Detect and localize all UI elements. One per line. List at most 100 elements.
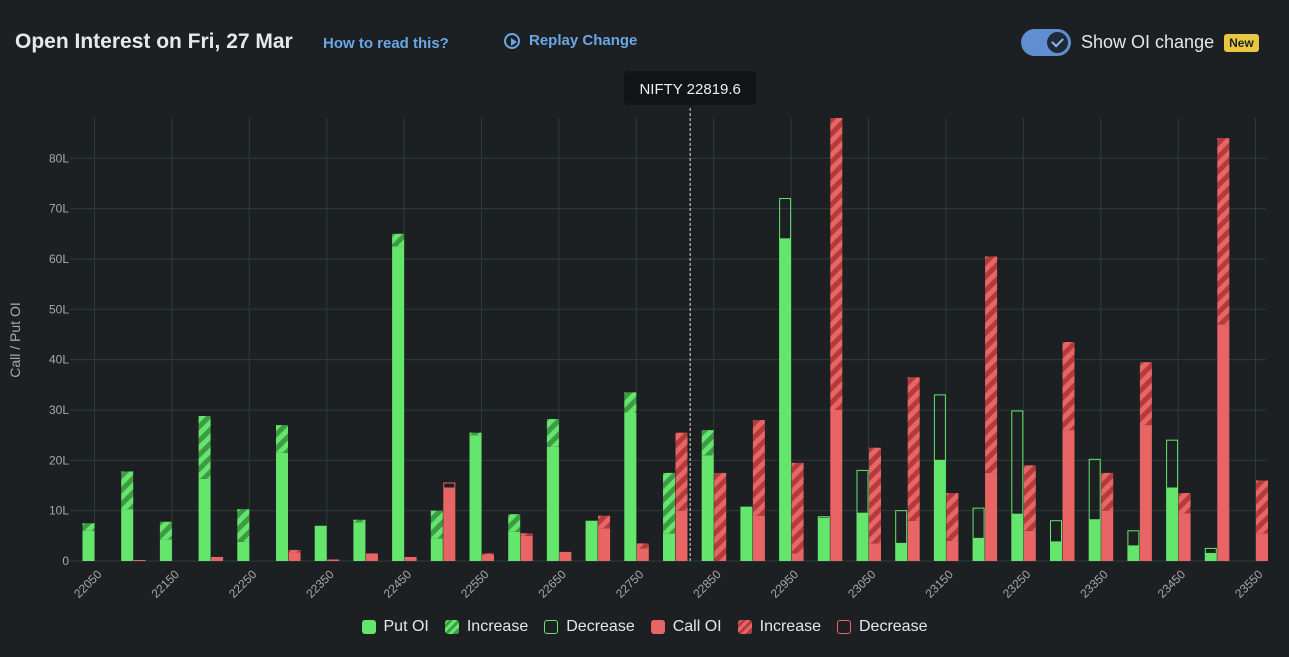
call-oi-increase-bar bbox=[1101, 472, 1114, 511]
call-oi-bar bbox=[482, 554, 494, 561]
put-oi-bar bbox=[159, 539, 172, 561]
legend-put-oi[interactable]: Put OI bbox=[361, 618, 429, 636]
call-oi-bar bbox=[559, 551, 572, 561]
chart-legend: Put OI Increase Decrease Call OI Increas… bbox=[0, 618, 1289, 636]
x-tick-label: 22450 bbox=[381, 567, 415, 601]
call-oi-increase-bar bbox=[1023, 465, 1036, 531]
put-oi-increase-bar bbox=[624, 392, 637, 413]
oi-change-toggle-group: Show OI change New bbox=[1021, 29, 1259, 56]
x-tick-label: 22950 bbox=[768, 567, 802, 601]
put-oi-increase-bar bbox=[198, 416, 211, 479]
call-oi-increase-bar bbox=[1217, 138, 1230, 325]
put-oi-increase-bar bbox=[430, 510, 443, 539]
y-tick-label: 0 bbox=[62, 554, 69, 568]
y-axis-title: Call / Put OI bbox=[7, 302, 23, 377]
legend-put-oi-swatch bbox=[361, 620, 376, 634]
call-oi-bar bbox=[752, 515, 765, 561]
call-oi-increase-bar bbox=[752, 420, 765, 516]
put-oi-bar bbox=[1127, 545, 1140, 561]
call-oi-increase-bar bbox=[985, 256, 998, 473]
put-oi-decrease-bar bbox=[856, 469, 869, 514]
put-oi-increase-bar bbox=[159, 521, 172, 540]
how-to-read-link[interactable]: How to read this? bbox=[323, 35, 449, 52]
call-oi-bar bbox=[946, 540, 959, 561]
put-oi-decrease-bar bbox=[1011, 410, 1024, 515]
put-oi-bar bbox=[1204, 553, 1217, 561]
y-tick-label: 50L bbox=[49, 302, 69, 316]
y-tick-label: 40L bbox=[49, 353, 69, 367]
put-oi-decrease-bar bbox=[779, 198, 792, 240]
put-oi-decrease-bar bbox=[972, 507, 985, 539]
legend-put-decrease[interactable]: Decrease bbox=[544, 618, 635, 636]
x-tick-label: 22750 bbox=[613, 567, 647, 601]
call-oi-bar bbox=[365, 553, 378, 561]
call-oi-bar bbox=[211, 556, 224, 561]
legend-put-increase-label: Increase bbox=[466, 618, 529, 635]
put-oi-bar bbox=[314, 525, 327, 561]
call-oi-increase-bar bbox=[791, 462, 804, 554]
call-oi-bar bbox=[288, 552, 301, 561]
call-oi-bar bbox=[1256, 533, 1268, 561]
put-oi-bar bbox=[392, 246, 405, 561]
call-oi-increase-bar bbox=[288, 549, 301, 553]
new-badge: New bbox=[1224, 33, 1259, 52]
legend-call-oi-swatch bbox=[650, 620, 665, 634]
put-oi-increase-bar bbox=[82, 523, 95, 531]
call-oi-bar bbox=[598, 528, 611, 561]
legend-call-decrease-swatch bbox=[837, 620, 851, 634]
x-tick-label: 22350 bbox=[303, 567, 337, 601]
legend-put-decrease-swatch bbox=[544, 620, 559, 634]
put-oi-increase-bar bbox=[121, 471, 134, 510]
legend-put-increase[interactable]: Increase bbox=[444, 618, 529, 636]
call-oi-bar bbox=[907, 520, 920, 561]
put-oi-bar bbox=[585, 520, 598, 561]
put-oi-decrease-bar bbox=[1204, 547, 1217, 554]
put-oi-bar bbox=[779, 238, 792, 561]
legend-call-oi[interactable]: Call OI bbox=[650, 618, 722, 636]
show-oi-change-toggle[interactable] bbox=[1021, 29, 1071, 56]
call-oi-bar bbox=[520, 535, 533, 561]
legend-call-oi-label: Call OI bbox=[672, 618, 722, 635]
x-tick-label: 23150 bbox=[923, 567, 957, 601]
legend-call-increase-swatch bbox=[737, 620, 752, 634]
put-oi-increase-bar bbox=[237, 509, 250, 542]
put-oi-decrease-bar bbox=[895, 510, 908, 544]
put-oi-increase-bar bbox=[353, 519, 366, 523]
x-tick-label: 23350 bbox=[1077, 567, 1111, 601]
put-oi-bar bbox=[237, 541, 250, 561]
y-tick-label: 10L bbox=[49, 504, 69, 518]
spot-price-label: NIFTY 22819.6 bbox=[639, 81, 740, 98]
call-oi-increase-bar bbox=[636, 543, 649, 549]
legend-put-decrease-label: Decrease bbox=[566, 618, 635, 635]
legend-call-increase[interactable]: Increase bbox=[737, 618, 821, 636]
put-oi-bar bbox=[469, 435, 482, 561]
legend-put-increase-swatch bbox=[444, 620, 459, 634]
put-oi-bar bbox=[1088, 519, 1101, 561]
call-oi-increase-bar bbox=[714, 472, 727, 561]
call-oi-bar bbox=[1178, 513, 1191, 561]
put-oi-decrease-bar bbox=[817, 516, 830, 519]
put-oi-bar bbox=[701, 455, 714, 561]
put-oi-bar bbox=[276, 452, 288, 561]
legend-call-decrease[interactable]: Decrease bbox=[837, 618, 927, 636]
x-tick-label: 22050 bbox=[71, 567, 105, 601]
call-oi-increase-bar bbox=[520, 533, 533, 536]
call-oi-bar bbox=[1023, 530, 1036, 561]
call-oi-bar bbox=[443, 488, 456, 561]
spot-price-box bbox=[624, 71, 757, 105]
replay-change-label: Replay Change bbox=[529, 32, 638, 49]
put-oi-increase-bar bbox=[392, 233, 405, 247]
call-oi-increase-bar bbox=[830, 118, 843, 410]
play-circle-icon bbox=[504, 32, 520, 49]
y-tick-label: 70L bbox=[49, 202, 69, 216]
legend-call-decrease-label: Decrease bbox=[859, 618, 928, 635]
put-oi-increase-bar bbox=[663, 472, 675, 534]
put-oi-decrease-bar bbox=[1050, 520, 1062, 543]
call-oi-decrease-bar bbox=[443, 482, 456, 489]
put-oi-increase-bar bbox=[469, 432, 482, 436]
replay-change-button[interactable]: Replay Change bbox=[504, 32, 637, 49]
put-oi-bar bbox=[895, 543, 908, 561]
legend-put-oi-label: Put OI bbox=[383, 618, 429, 635]
x-tick-label: 22650 bbox=[536, 567, 570, 601]
